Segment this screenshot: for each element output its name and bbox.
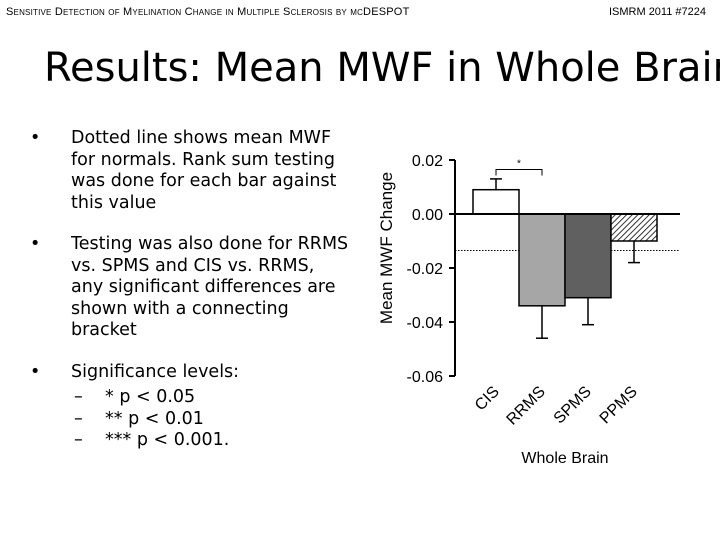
category-label: PPMS — [597, 383, 641, 427]
header-left-title: Sensitive Detection of Myelination Chang… — [6, 6, 410, 18]
sub-bullet-text: * p < 0.05 — [105, 387, 196, 407]
x-axis-label: Whole Brain — [521, 450, 608, 467]
y-tick-label: -0.02 — [407, 261, 444, 278]
bullet-item: • Testing was also done for RRMS vs. SPM… — [30, 234, 350, 342]
bullet-symbol: • — [30, 128, 41, 148]
slide-title: Results: Mean MWF in Whole Brain — [44, 45, 720, 91]
bar-chart: Mean MWF Change Whole Brain 0.02 0.00 -0.0… — [377, 153, 680, 467]
sub-bullet-symbol: – — [74, 430, 83, 450]
bullet-text: Dotted line shows mean MWF for normals. … — [71, 128, 337, 213]
sub-bullet-symbol: – — [74, 408, 83, 429]
bullet-symbol: • — [30, 234, 41, 254]
bullet-symbol: • — [30, 361, 41, 382]
bullet-list: • Dotted line shows mean MWF for normals… — [30, 128, 350, 452]
y-tick-label: -0.06 — [407, 369, 444, 386]
sub-bullet-item: – *** p < 0.001. — [30, 430, 350, 452]
sub-bullet-text: *** p < 0.001. — [105, 430, 230, 450]
bar-rrms — [518, 213, 566, 307]
sub-bullet-item: – * p < 0.05 — [30, 387, 350, 409]
header-right-id: ISMRM 2011 #7224 — [608, 6, 706, 18]
bullet-text: Significance levels: — [71, 361, 240, 382]
category-label: CIS — [472, 383, 503, 414]
y-tick-label: 0.02 — [412, 153, 443, 170]
bar-ppms — [610, 213, 658, 242]
bullet-item: • Significance levels: — [30, 362, 350, 384]
bullet-item: • Dotted line shows mean MWF for normals… — [30, 128, 350, 214]
significance-bracket — [495, 168, 543, 176]
category-label: SPMS — [551, 383, 595, 427]
y-tick-label: -0.04 — [407, 315, 444, 332]
bar-cis — [472, 188, 520, 215]
sub-bullet-item: – ** p < 0.01 — [30, 409, 350, 431]
significance-star: * — [517, 158, 521, 169]
y-axis-label: Mean MWF Change — [377, 172, 396, 324]
bullet-text: Testing was also done for RRMS vs. SPMS … — [71, 234, 349, 340]
sub-bullet-text: ** p < 0.01 — [105, 408, 204, 429]
bar-spms — [564, 213, 612, 299]
y-tick-label: 0.00 — [412, 207, 443, 224]
category-label: RRMS — [503, 383, 548, 428]
sub-bullet-symbol: – — [74, 387, 83, 407]
